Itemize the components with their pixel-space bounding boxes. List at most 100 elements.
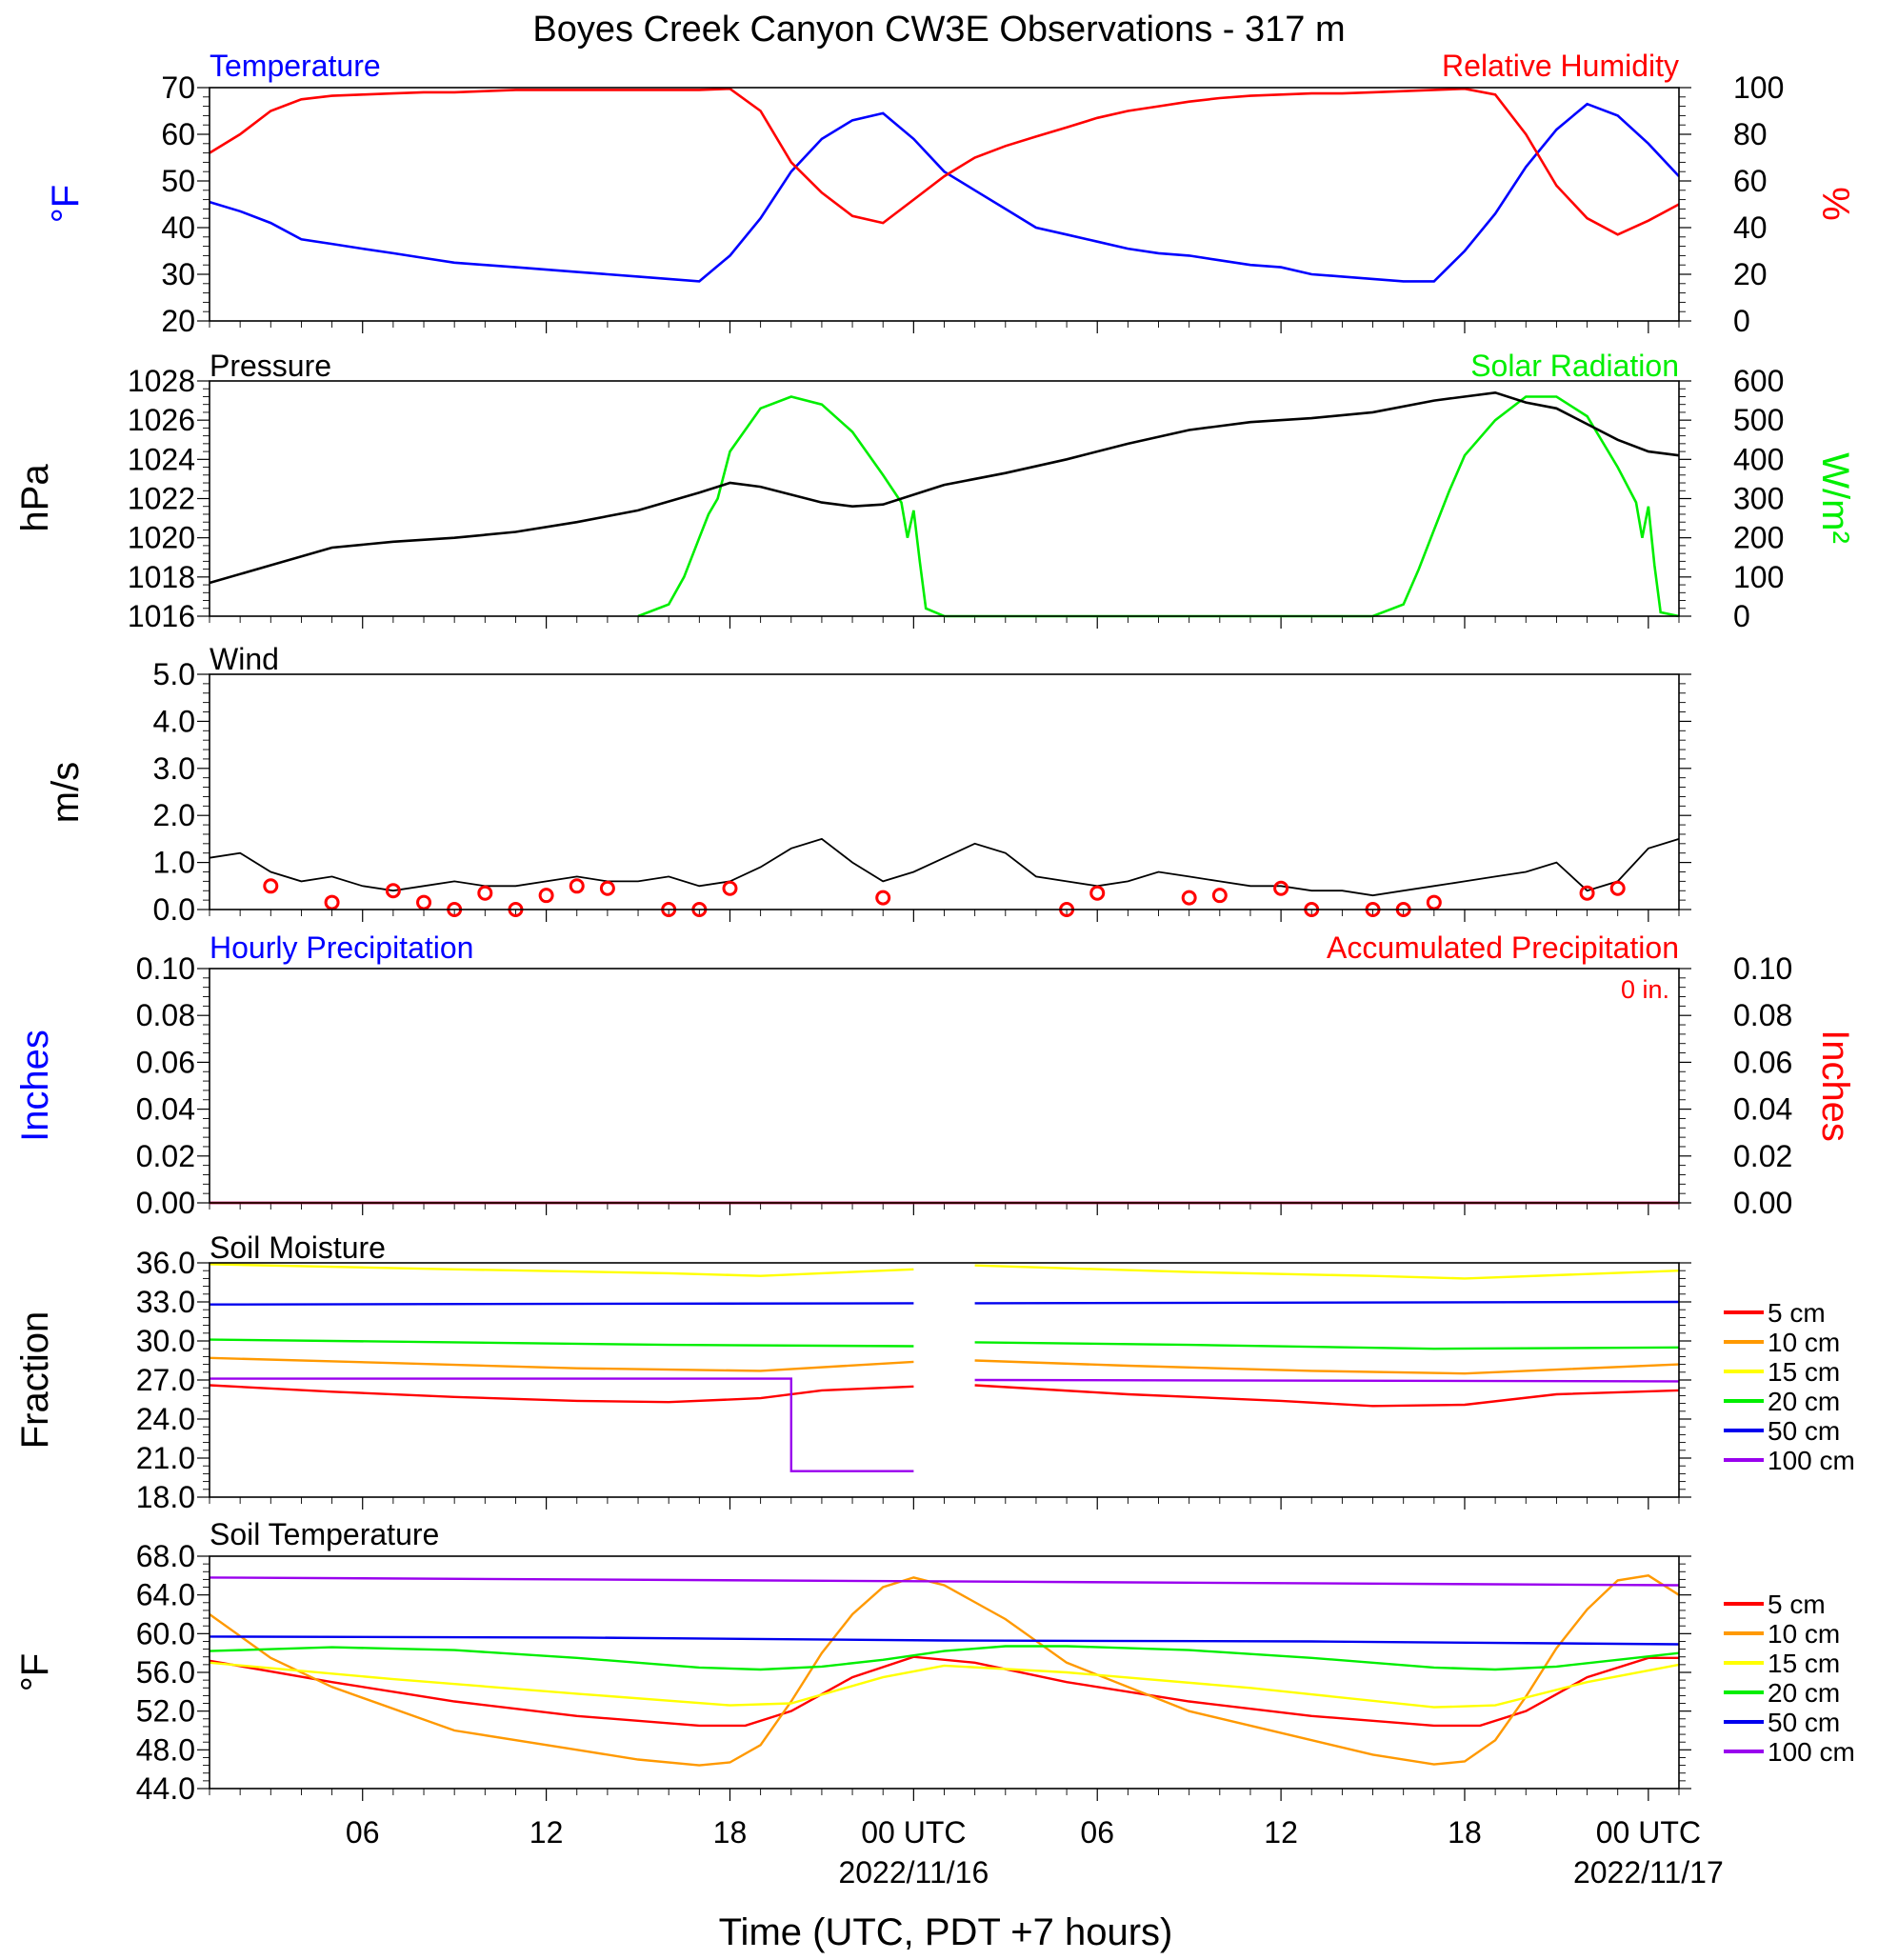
chart-title: Boyes Creek Canyon CW3E Observations - 3… [532,10,1345,50]
y-tick-label-right: 100 [1733,560,1784,594]
y-tick-label-right: 100 [1733,70,1784,105]
y-tick-label-right: 0.06 [1733,1045,1792,1079]
temperature-line [209,102,1680,283]
y-tick-label: 0.0 [153,892,195,927]
y-tick-label: 1020 [128,521,195,555]
y-tick-label: 24.0 [136,1402,195,1436]
accum-precip-title: Accumulated Precipitation [1327,930,1679,965]
legend-label: 20 cm [1768,1678,1840,1708]
panel-temp-rh: Temperature Relative Humidity °F % 20 0 30… [45,49,1856,338]
panel-wind: Wind m/s 0.0 1.0 2.0 3.0 4.0 5.0 [45,642,1691,927]
y-tick-label-right: 200 [1733,521,1784,555]
x-tick-label: 18 [1448,1815,1482,1850]
soil-moisture-line [209,1356,914,1372]
precip-right-axis-label: Inches [1814,1030,1856,1142]
temp-rh-axis-ticks: 20 0 30 20 40 40 50 60 60 80 70 100 [161,70,1784,338]
soil-moisture-line [974,1384,1680,1408]
y-tick-label: 0.10 [136,951,195,986]
soil-temp-axis-ticks: 44.0 48.052.0 56.0 60.0 64.0 68.0 [136,1539,1691,1806]
temp-rh-series [209,87,1680,283]
y-tick-label: 4.0 [153,704,195,738]
x-axis-label: Time (UTC, PDT +7 hours) [719,1911,1173,1953]
legend-label: 50 cm [1768,1416,1840,1446]
y-tick-label: 3.0 [153,751,195,786]
soil-temp-line [209,1574,1680,1767]
legend-label: 50 cm [1768,1708,1840,1737]
y-tick-label: 40 [161,210,195,245]
wind-speed-line [209,837,1680,897]
hourly-precip-title: Hourly Precipitation [210,930,473,965]
soil-moisture-line [974,1300,1680,1305]
soil-moisture-axis-label: Fraction [14,1311,56,1450]
calm-wind-marker [569,878,585,894]
soil-moisture-frame [209,1262,1680,1498]
wind-frame [209,673,1680,910]
soil-moisture-series [209,1263,1680,1472]
y-tick-label: 1.0 [153,846,195,880]
soil-moisture-line [209,1338,914,1348]
precip-frame [209,968,1680,1204]
soil-moisture-title: Soil Moisture [210,1230,386,1265]
x-date-label: 2022/11/17 [1573,1855,1724,1890]
soil-moisture-line [974,1341,1680,1350]
legend-label: 100 cm [1768,1446,1855,1475]
y-tick-label: 60 [161,117,195,151]
y-tick-label: 1024 [128,442,195,476]
x-tick-label: 18 [713,1815,748,1850]
calm-wind-marker [1211,888,1228,904]
y-tick-label-right: 500 [1733,403,1784,437]
legend-label: 20 cm [1768,1387,1840,1416]
soil-moisture-line [209,1302,914,1306]
calm-wind-marker [477,885,493,901]
y-tick-label: 56.0 [136,1655,195,1690]
y-tick-label: 1018 [128,560,195,594]
y-tick-label: 21.0 [136,1441,195,1475]
legend-label: 10 cm [1768,1328,1840,1357]
y-tick-label: 0.06 [136,1045,195,1079]
legend-label: 5 cm [1768,1298,1826,1328]
pressure-title: Pressure [210,349,331,383]
wind-title: Wind [210,642,279,676]
pressure-line [209,390,1680,585]
calm-wind-marker [385,883,401,899]
x-tick-label: 12 [1264,1815,1298,1850]
calm-wind-marker [599,880,615,896]
y-tick-label: 44.0 [136,1771,195,1806]
calm-wind-marker [1426,894,1442,910]
time-axis-ticks: 06 12 18 00 UTC 2022/11/16 06 12 18 00 UTC 2022/1… [346,1815,1724,1890]
soil-temp-line [209,1635,1680,1646]
precip-left-axis-label: Inches [14,1030,56,1142]
humidity-line [209,87,1680,236]
soil-temp-frame [209,1555,1680,1790]
panel-soil-moisture: Soil Moisture Fraction 18.0 21.0 24.0 27.0 3… [14,1230,1855,1514]
y-tick-label: 70 [161,70,195,105]
y-tick-label: 1028 [128,364,195,398]
y-tick-label: 18.0 [136,1480,195,1514]
soil-temp-title: Soil Temperature [210,1517,439,1551]
y-tick-label: 1022 [128,482,195,516]
y-tick-label: 0.04 [136,1092,195,1127]
accum-precip-total: 0 in. [1621,975,1669,1004]
calm-wind-marker [1609,880,1626,896]
calm-wind-marker [263,878,279,894]
y-tick-label: 0.00 [136,1186,195,1220]
wind-series [209,837,1680,917]
y-tick-label-right: 0.02 [1733,1139,1792,1173]
y-tick-label: 2.0 [153,798,195,832]
soil-temp-series [209,1574,1680,1767]
soil-temp-axis-label: °F [14,1653,56,1691]
y-tick-label: 20 [161,304,195,338]
soil-temp-line [209,1655,1679,1728]
temperature-title: Temperature [210,49,381,83]
x-date-label: 2022/11/16 [838,1855,989,1890]
x-tick-label: 06 [1080,1815,1114,1850]
calm-wind-marker [1181,890,1197,906]
pressure-axis-label: hPa [14,464,56,532]
soil-moisture-line [210,1377,914,1472]
y-tick-label: 64.0 [136,1578,195,1612]
calm-wind-marker [324,894,340,910]
y-tick-label: 1016 [128,599,195,633]
temp-rh-frame [209,87,1680,322]
y-tick-label: 60.0 [136,1616,195,1650]
